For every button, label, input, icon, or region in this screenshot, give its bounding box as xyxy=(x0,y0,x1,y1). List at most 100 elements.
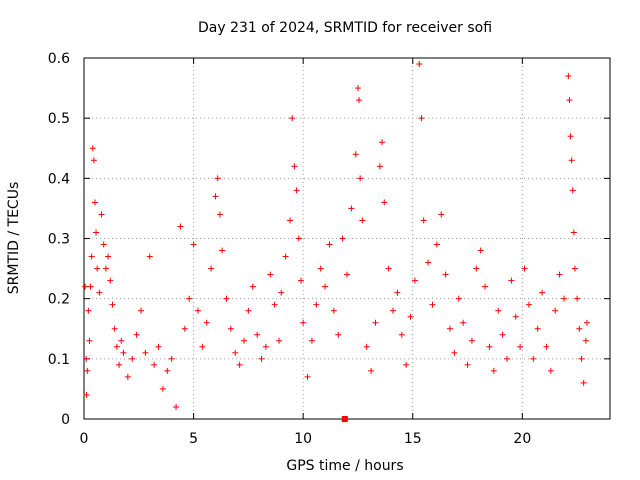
data-point xyxy=(304,373,311,380)
data-point xyxy=(403,361,410,368)
data-point xyxy=(105,253,112,260)
data-point xyxy=(194,307,201,314)
data-point xyxy=(100,241,107,248)
data-point xyxy=(137,307,144,314)
data-point xyxy=(379,139,386,146)
data-point xyxy=(512,313,519,320)
data-point xyxy=(566,97,573,104)
data-point xyxy=(326,241,333,248)
data-point xyxy=(525,301,532,308)
data-point xyxy=(83,355,90,362)
data-point xyxy=(278,289,285,296)
data-point xyxy=(214,175,221,182)
data-point xyxy=(113,343,120,350)
data-point xyxy=(313,301,320,308)
data-point xyxy=(486,343,493,350)
data-point xyxy=(120,349,127,356)
data-point xyxy=(271,301,278,308)
data-point xyxy=(84,367,91,374)
data-point xyxy=(534,325,541,332)
data-point xyxy=(583,319,590,326)
data-point xyxy=(254,331,261,338)
data-point xyxy=(330,307,337,314)
data-point xyxy=(297,277,304,284)
data-point xyxy=(151,361,158,368)
data-point xyxy=(308,337,315,344)
data-point xyxy=(530,355,537,362)
data-point xyxy=(133,331,140,338)
data-point xyxy=(442,271,449,278)
data-point xyxy=(94,265,101,272)
y-tick-label: 0.2 xyxy=(48,292,70,308)
data-point xyxy=(468,337,475,344)
data-point xyxy=(543,343,550,350)
data-point xyxy=(107,277,114,284)
data-point xyxy=(482,283,489,290)
data-point xyxy=(372,319,379,326)
data-point xyxy=(576,325,583,332)
data-point xyxy=(300,319,307,326)
data-point xyxy=(240,337,247,344)
data-point xyxy=(574,295,581,302)
data-point xyxy=(142,349,149,356)
data-point xyxy=(295,235,302,242)
y-tick-label: 0.1 xyxy=(48,352,70,368)
data-point xyxy=(236,361,243,368)
data-point xyxy=(116,361,123,368)
data-point xyxy=(499,331,506,338)
data-points xyxy=(82,61,590,422)
x-tick-label: 10 xyxy=(294,431,312,447)
data-point xyxy=(503,355,510,362)
data-point xyxy=(385,265,392,272)
data-point xyxy=(227,325,234,332)
data-point xyxy=(190,241,197,248)
data-point xyxy=(90,157,97,164)
data-point xyxy=(569,187,576,194)
data-point xyxy=(451,349,458,356)
data-point xyxy=(418,115,425,122)
data-point xyxy=(282,253,289,260)
data-point xyxy=(352,151,359,158)
data-point xyxy=(381,199,388,206)
data-point xyxy=(567,133,574,140)
data-point xyxy=(517,343,524,350)
data-point xyxy=(98,211,105,218)
data-point xyxy=(83,391,90,398)
data-point xyxy=(293,187,300,194)
data-point xyxy=(473,265,480,272)
y-tick-label: 0 xyxy=(61,412,70,428)
data-point xyxy=(363,343,370,350)
data-point xyxy=(582,337,589,344)
data-point xyxy=(425,259,432,266)
data-point xyxy=(339,235,346,242)
data-point xyxy=(580,379,587,386)
data-point xyxy=(521,265,528,272)
data-point xyxy=(96,289,103,296)
data-point xyxy=(455,295,462,302)
data-point xyxy=(460,319,467,326)
data-point xyxy=(203,319,210,326)
x-tick-label: 15 xyxy=(404,431,422,447)
y-tick-label: 0.5 xyxy=(48,111,70,127)
data-point xyxy=(85,307,92,314)
data-point xyxy=(335,331,342,338)
data-point xyxy=(129,355,136,362)
data-point xyxy=(411,277,418,284)
data-point xyxy=(348,205,355,212)
data-point xyxy=(291,163,298,170)
y-tick-label: 0.3 xyxy=(48,232,70,248)
data-point xyxy=(556,271,563,278)
data-point xyxy=(91,199,98,206)
data-point xyxy=(208,265,215,272)
data-point xyxy=(212,193,219,200)
data-point xyxy=(159,385,166,392)
data-point xyxy=(390,307,397,314)
data-point xyxy=(547,367,554,374)
data-point xyxy=(219,247,226,254)
data-point xyxy=(464,361,471,368)
data-point xyxy=(89,145,96,152)
data-point xyxy=(181,325,188,332)
data-point xyxy=(495,307,502,314)
axis-ticks: 0 0.1 0.2 0.3 0.4 0.5 0.6 0 5 10 15 20 xyxy=(48,51,610,447)
